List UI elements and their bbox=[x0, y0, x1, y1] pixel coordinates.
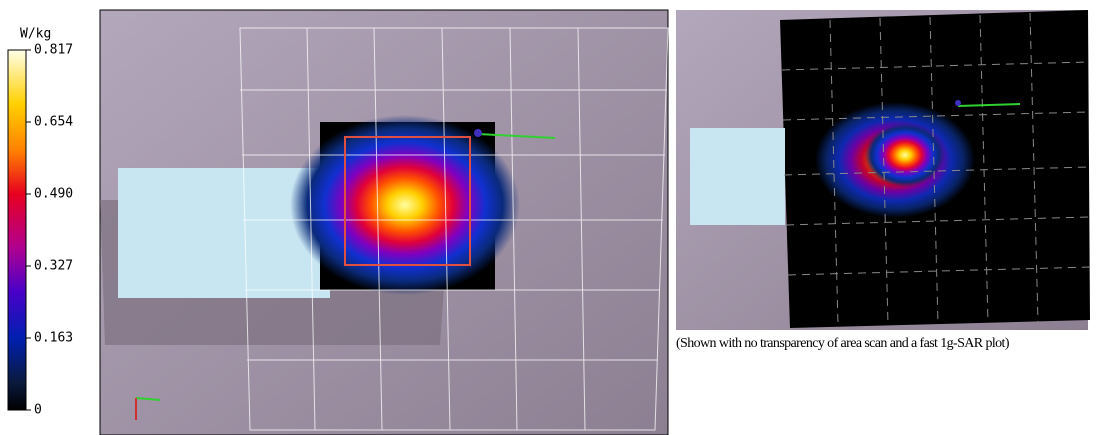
colorbar-tick-label: 0.163 bbox=[34, 331, 73, 346]
fast-sar-view: (Shown with no transparency of area scan… bbox=[676, 10, 1091, 351]
caption: (Shown with no transparency of area scan… bbox=[676, 336, 1010, 351]
colorbar-tick-label: 0.327 bbox=[34, 259, 73, 274]
colorbar-tick-label: 0 bbox=[34, 403, 42, 418]
colorbar bbox=[7, 49, 27, 411]
colorbar-tick-label: 0.654 bbox=[34, 115, 73, 130]
area-scan-view bbox=[99, 9, 669, 435]
colorbar-tick-label: 0.817 bbox=[34, 43, 73, 58]
colorbar-tick-label: 0.490 bbox=[34, 187, 73, 202]
colorbar-unit: W/kg bbox=[20, 27, 51, 42]
